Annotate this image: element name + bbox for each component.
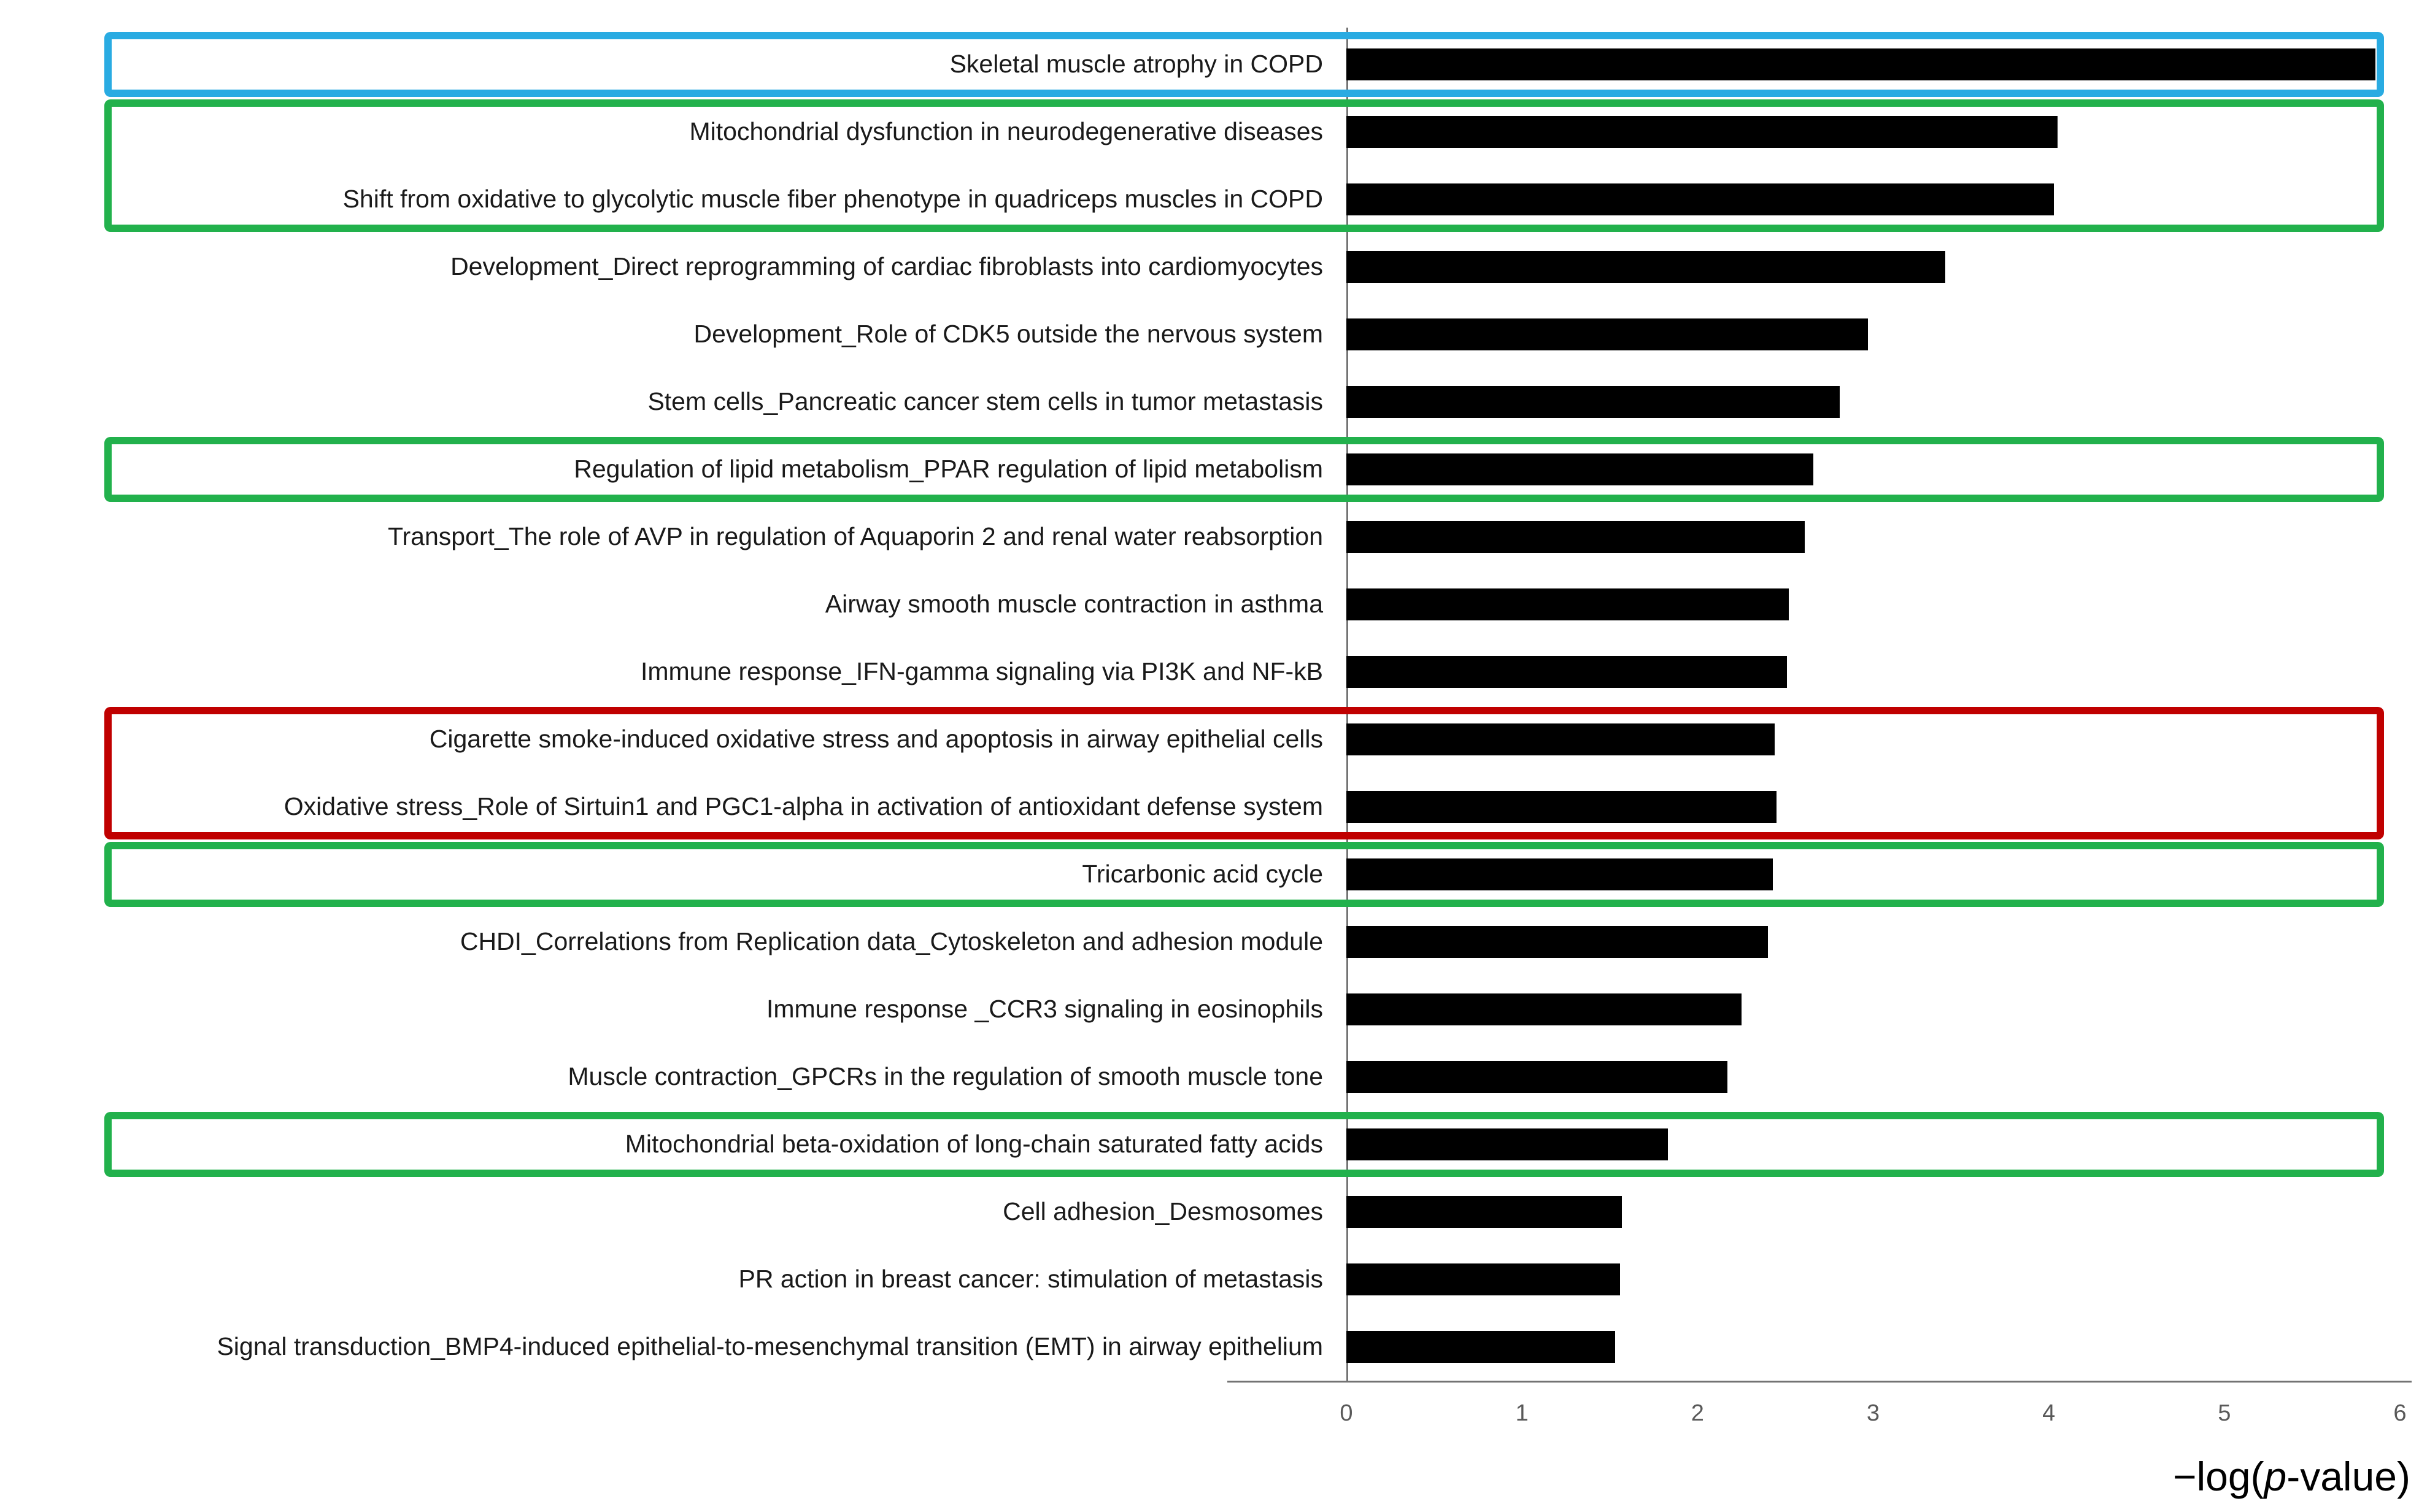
bar <box>1346 993 1742 1025</box>
chart-row: Regulation of lipid metabolism_PPAR regu… <box>0 436 2419 503</box>
category-label: Oxidative stress_Role of Sirtuin1 and PG… <box>284 792 1323 821</box>
bar-area <box>1346 233 2400 301</box>
bar-area <box>1346 841 2400 908</box>
x-tick-label: 6 <box>2393 1400 2407 1426</box>
bar-area <box>1346 436 2400 503</box>
bar-area <box>1346 31 2400 98</box>
x-tick-label: 1 <box>1515 1400 1529 1426</box>
bar <box>1346 1061 1727 1093</box>
bar <box>1346 251 1945 283</box>
chart-row: Immune response _CCR3 signaling in eosin… <box>0 976 2419 1043</box>
x-axis-title-p: p <box>2264 1454 2287 1499</box>
x-axis-line <box>1227 1381 2412 1383</box>
x-tick-label: 4 <box>2042 1400 2056 1426</box>
category-label: Muscle contraction_GPCRs in the regulati… <box>568 1062 1323 1091</box>
category-label: Immune response _CCR3 signaling in eosin… <box>766 995 1323 1024</box>
chart-row: Development_Direct reprogramming of card… <box>0 233 2419 301</box>
bar-area <box>1346 1178 2400 1246</box>
x-axis-title: −log(p-value) <box>2173 1453 2410 1500</box>
chart-row: Muscle contraction_GPCRs in the regulati… <box>0 1043 2419 1111</box>
x-tick-label: 3 <box>1866 1400 1880 1426</box>
bar <box>1346 1196 1622 1228</box>
bar <box>1346 1331 1615 1363</box>
category-label: Cigarette smoke-induced oxidative stress… <box>429 725 1323 754</box>
bar <box>1346 521 1805 553</box>
x-tick-label: 2 <box>1691 1400 1704 1426</box>
category-label: Transport_The role of AVP in regulation … <box>387 522 1323 551</box>
bar <box>1346 453 1814 485</box>
category-label: Cell adhesion_Desmosomes <box>1003 1197 1323 1226</box>
chart-row: Cell adhesion_Desmosomes <box>0 1178 2419 1246</box>
x-axis-title-suffix: -value) <box>2286 1454 2410 1499</box>
bar <box>1346 656 1788 688</box>
chart-row: Airway smooth muscle contraction in asth… <box>0 571 2419 638</box>
chart-row: Cigarette smoke-induced oxidative stress… <box>0 706 2419 773</box>
bar <box>1346 183 2054 215</box>
x-tick-label: 0 <box>1340 1400 1353 1426</box>
category-label: Mitochondrial dysfunction in neurodegene… <box>689 117 1323 146</box>
category-label: Development_Direct reprogramming of card… <box>450 252 1323 281</box>
bar-area <box>1346 301 2400 368</box>
chart-row: Oxidative stress_Role of Sirtuin1 and PG… <box>0 773 2419 841</box>
bar <box>1346 858 1773 890</box>
bar-area <box>1346 1313 2400 1381</box>
category-label: Tricarbonic acid cycle <box>1082 860 1323 889</box>
chart-row: Shift from oxidative to glycolytic muscl… <box>0 166 2419 233</box>
category-label: Development_Role of CDK5 outside the ner… <box>693 320 1323 349</box>
bar <box>1346 926 1768 958</box>
chart-row: CHDI_Correlations from Replication data_… <box>0 908 2419 976</box>
bar-area <box>1346 638 2400 706</box>
bar <box>1346 386 1840 418</box>
category-label: Stem cells_Pancreatic cancer stem cells … <box>647 387 1323 416</box>
chart-row: Stem cells_Pancreatic cancer stem cells … <box>0 368 2419 436</box>
bar-area <box>1346 908 2400 976</box>
category-label: Airway smooth muscle contraction in asth… <box>825 590 1323 619</box>
y-axis-zero-line <box>1346 28 1348 1382</box>
bar-area <box>1346 976 2400 1043</box>
category-label: Shift from oxidative to glycolytic muscl… <box>342 185 1323 214</box>
x-tick-label: 5 <box>2218 1400 2231 1426</box>
bar <box>1346 1128 1668 1160</box>
chart-row: Skeletal muscle atrophy in COPD <box>0 31 2419 98</box>
bar <box>1346 318 1868 350</box>
bar-area <box>1346 706 2400 773</box>
chart-row: Mitochondrial dysfunction in neurodegene… <box>0 98 2419 166</box>
chart-row: Tricarbonic acid cycle <box>0 841 2419 908</box>
chart-row: PR action in breast cancer: stimulation … <box>0 1246 2419 1313</box>
bar-area <box>1346 1246 2400 1313</box>
bar <box>1346 588 1789 620</box>
category-label: PR action in breast cancer: stimulation … <box>738 1265 1323 1294</box>
bar-area <box>1346 368 2400 436</box>
bar-area <box>1346 166 2400 233</box>
bar-area <box>1346 98 2400 166</box>
category-label: Signal transduction_BMP4-induced epithel… <box>217 1332 1323 1361</box>
chart-row: Development_Role of CDK5 outside the ner… <box>0 301 2419 368</box>
bar <box>1346 116 2058 148</box>
bar <box>1346 791 1777 823</box>
bar <box>1346 723 1775 755</box>
chart-row: Signal transduction_BMP4-induced epithel… <box>0 1313 2419 1381</box>
x-axis-title-prefix: −log( <box>2172 1454 2264 1499</box>
category-label: Regulation of lipid metabolism_PPAR regu… <box>574 455 1323 484</box>
bar <box>1346 1263 1621 1295</box>
chart-row: Transport_The role of AVP in regulation … <box>0 503 2419 571</box>
category-label: Mitochondrial beta-oxidation of long-cha… <box>625 1130 1323 1159</box>
category-label: Immune response_IFN-gamma signaling via … <box>640 657 1323 686</box>
rows: Skeletal muscle atrophy in COPD Mitochond… <box>0 31 2419 1381</box>
bar-area <box>1346 1111 2400 1178</box>
bar-area <box>1346 503 2400 571</box>
category-label: Skeletal muscle atrophy in COPD <box>949 50 1323 79</box>
bar-area <box>1346 1043 2400 1111</box>
bar <box>1346 48 2375 80</box>
bar-area <box>1346 571 2400 638</box>
chart-row: Mitochondrial beta-oxidation of long-cha… <box>0 1111 2419 1178</box>
chart-row: Immune response_IFN-gamma signaling via … <box>0 638 2419 706</box>
bar-area <box>1346 773 2400 841</box>
category-label: CHDI_Correlations from Replication data_… <box>460 927 1323 956</box>
